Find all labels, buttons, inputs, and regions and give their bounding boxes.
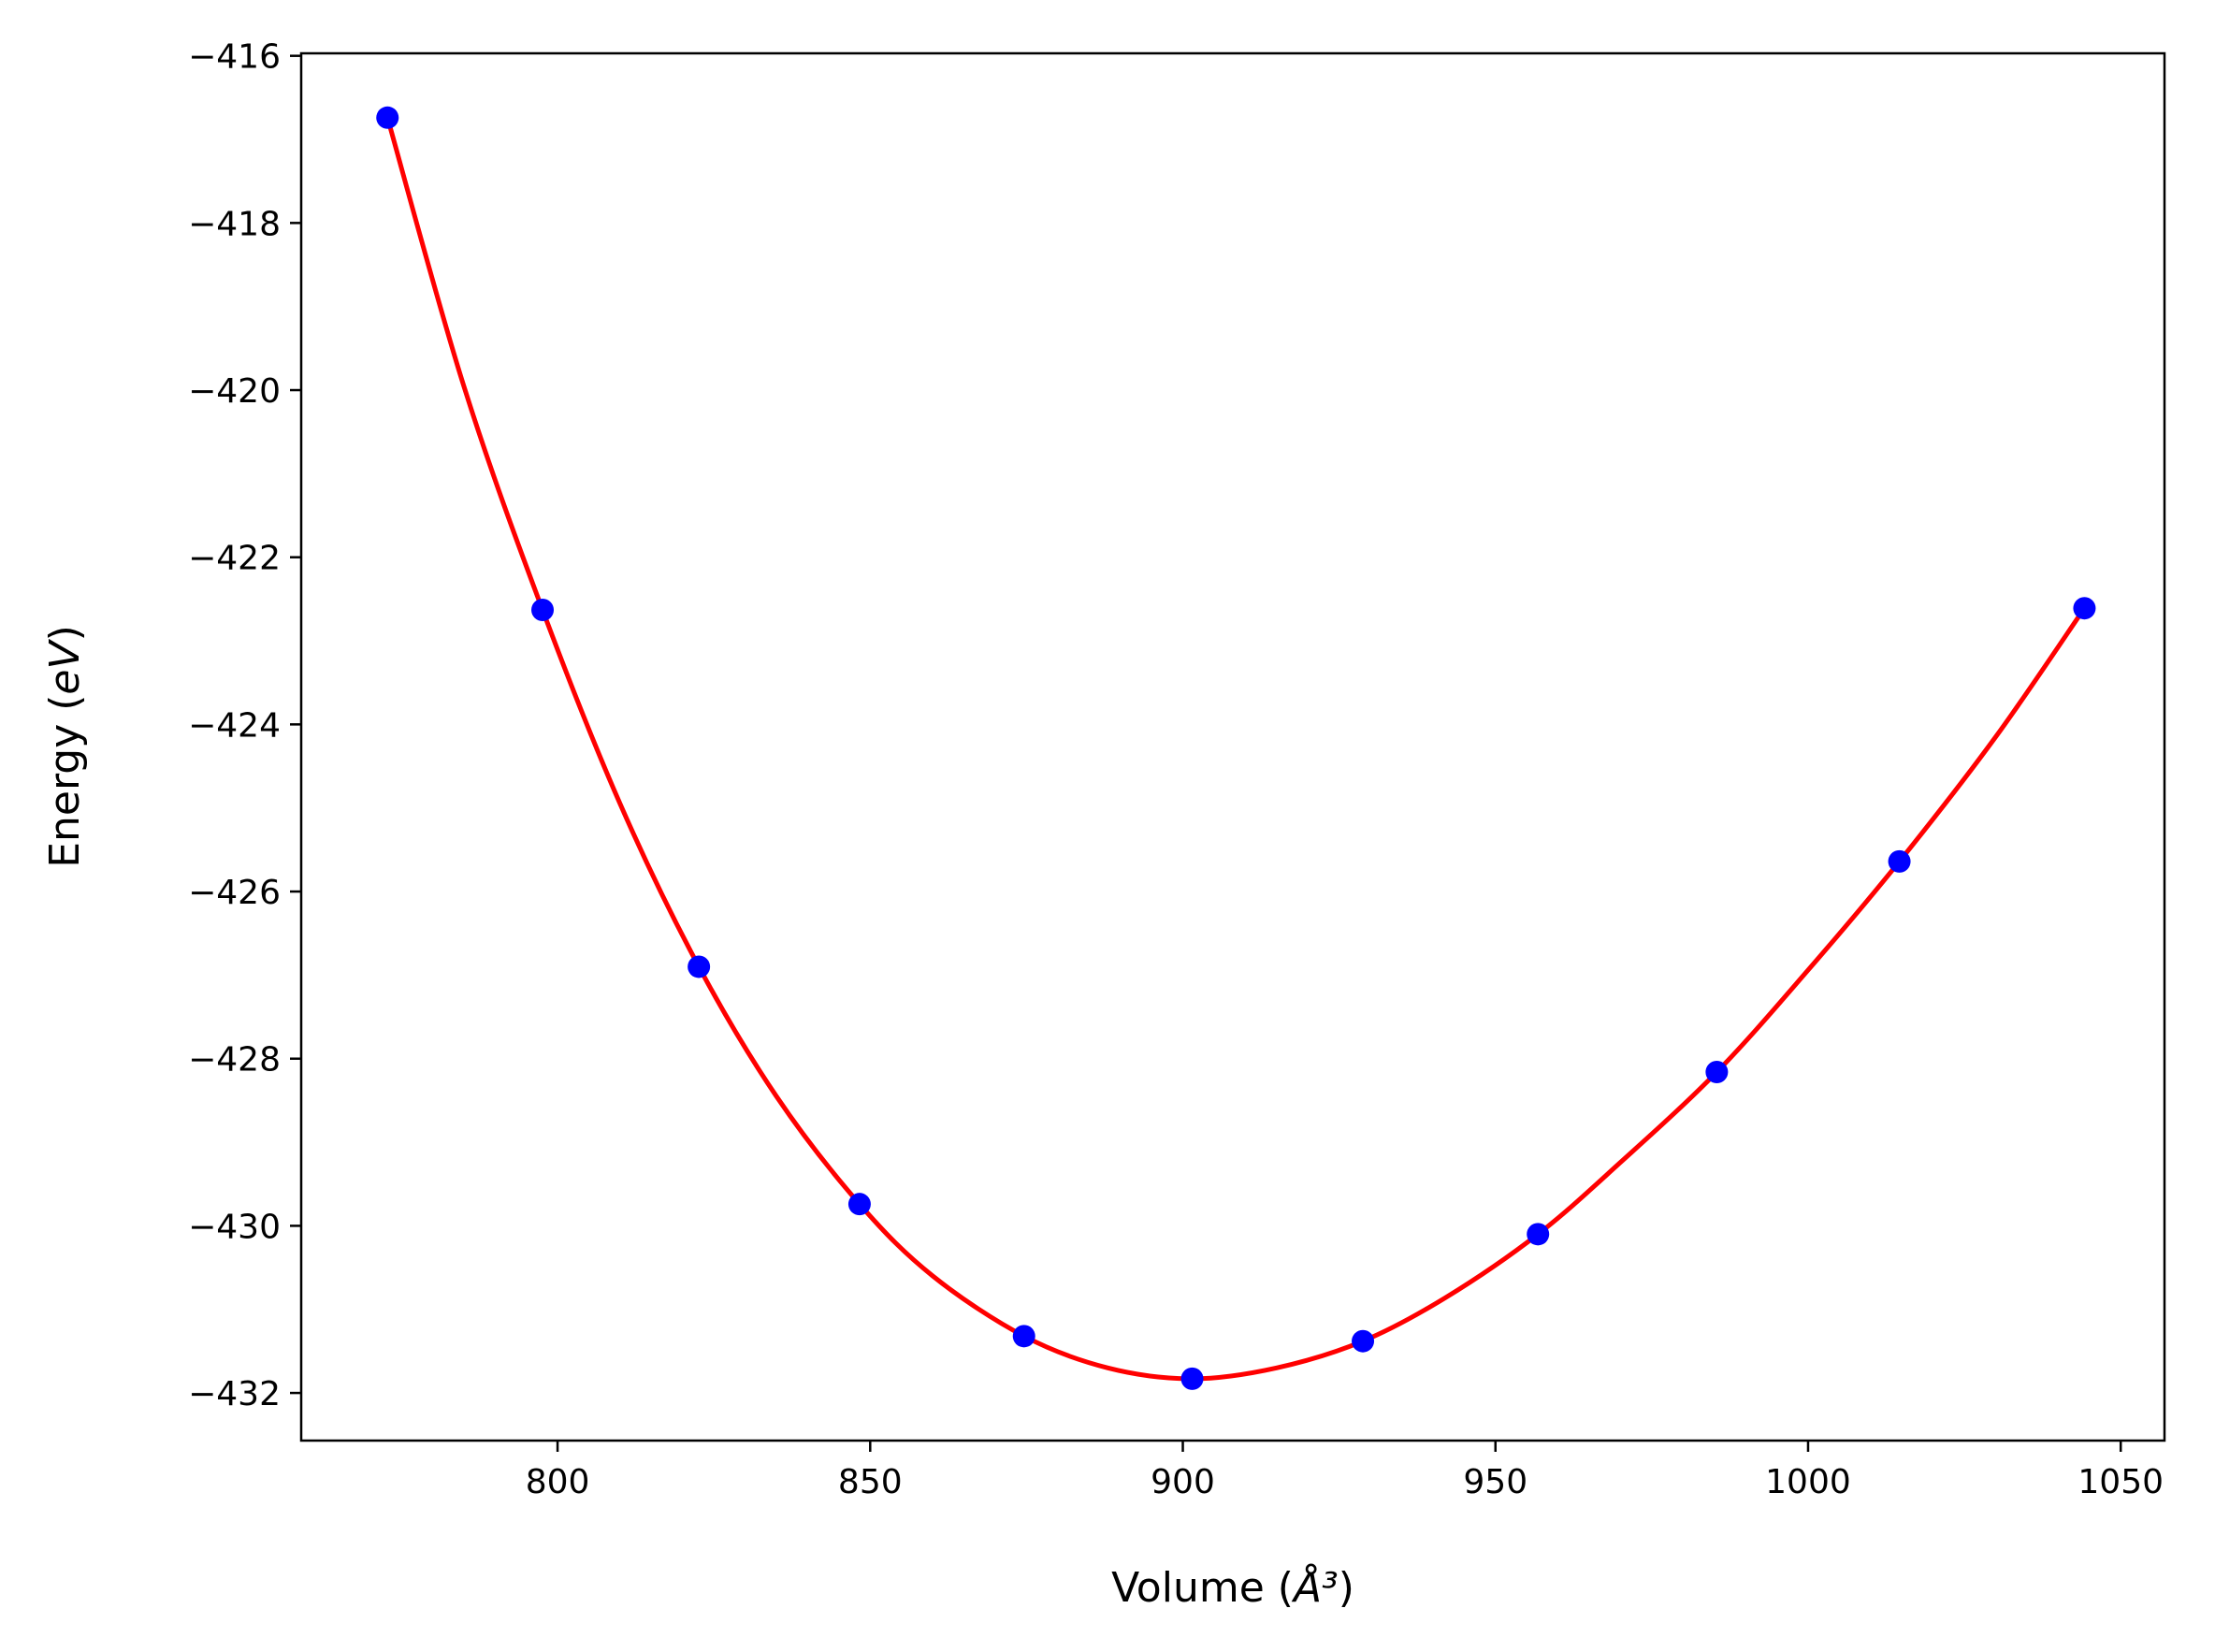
data-point [1888, 849, 1911, 873]
x-axis-ticks: 800 850 900 950 1000 1050 [526, 1441, 2164, 1501]
data-point [688, 955, 711, 978]
y-tick-label: −420 [188, 372, 281, 411]
data-point [376, 106, 399, 129]
x-axis-label: Volume (Å³) [1111, 1562, 1354, 1612]
fit-curve-layer [384, 117, 2087, 1382]
x-tick-label: 900 [1151, 1463, 1215, 1501]
data-point [1180, 1367, 1204, 1390]
y-tick-label: −426 [188, 874, 281, 912]
x-tick-label: 1050 [2077, 1463, 2164, 1501]
data-points-layer [376, 106, 2096, 1390]
x-tick-label: 850 [838, 1463, 903, 1501]
data-point [1527, 1223, 1550, 1246]
x-tick-label: 950 [1463, 1463, 1527, 1501]
y-tick-label: −432 [188, 1375, 281, 1413]
data-point [2073, 597, 2096, 620]
y-tick-label: −428 [188, 1041, 281, 1080]
y-tick-label: −424 [188, 706, 281, 745]
y-axis-label: Energy (eV) [41, 625, 89, 868]
y-tick-label: −416 [188, 38, 281, 77]
data-point [1705, 1061, 1729, 1084]
data-point [1352, 1329, 1375, 1353]
y-tick-label: −430 [188, 1208, 281, 1246]
data-point [847, 1193, 871, 1216]
y-tick-label: −422 [188, 540, 281, 578]
data-point [1012, 1325, 1035, 1348]
data-point [531, 598, 555, 621]
plot-frame [299, 51, 2166, 1442]
y-axis-ticks: −432 −430 −428 −426 −424 −422 −420 −418 −416 [188, 38, 301, 1413]
y-tick-label: −418 [188, 205, 281, 243]
x-tick-label: 800 [526, 1463, 590, 1501]
x-tick-label: 1000 [1765, 1463, 1851, 1501]
fit-curve [384, 117, 2087, 1382]
